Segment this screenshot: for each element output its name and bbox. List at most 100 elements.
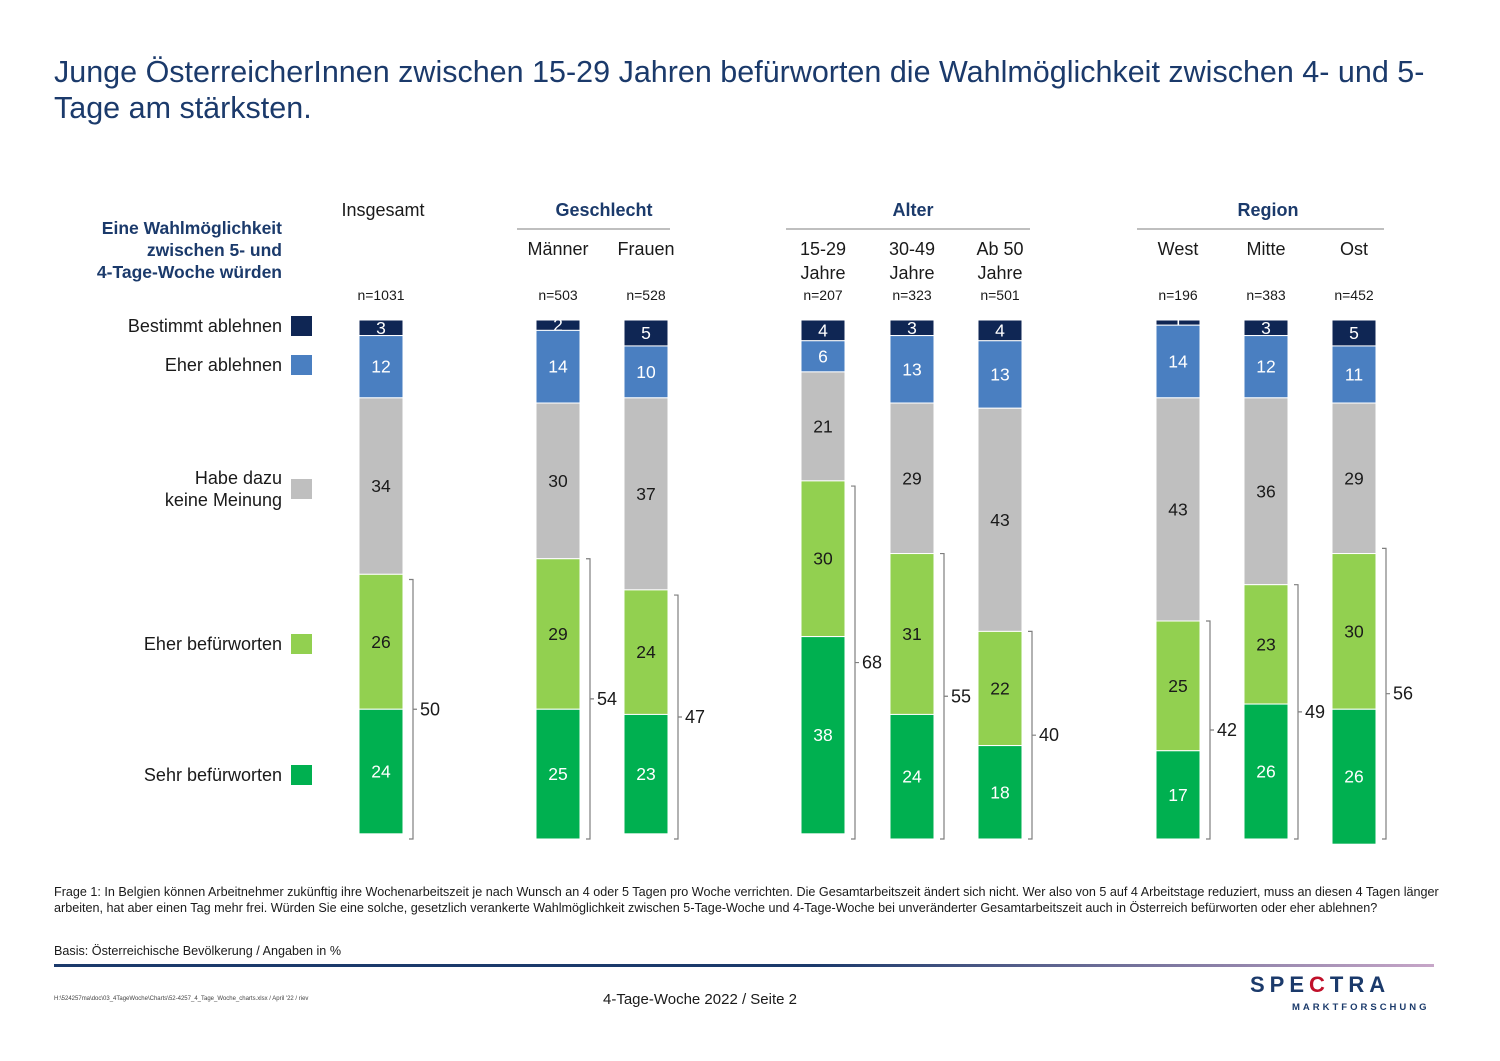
bar-value-label: 24 <box>636 642 656 662</box>
bar-segment <box>1243 584 1289 705</box>
bar-value-label: 38 <box>813 725 832 745</box>
bar-segment <box>889 402 935 555</box>
bar-value-label: 4 <box>995 320 1005 340</box>
question-label-line: Eine Wahlmöglichkeit <box>102 218 282 238</box>
bar-segment <box>1331 708 1377 845</box>
group-header: Alter <box>892 200 933 220</box>
approval-total-label: 54 <box>597 689 617 709</box>
bar-segment <box>800 340 846 373</box>
bar-value-label: 5 <box>1349 323 1359 343</box>
question-label-line: zwischen 5- und <box>147 240 282 260</box>
category-label: Jahre <box>800 263 845 283</box>
bar-value-label: 6 <box>818 346 828 366</box>
bar-value-label: 26 <box>1256 762 1275 782</box>
bar-value-label: 12 <box>1256 357 1275 377</box>
bar-segment <box>358 397 404 575</box>
bar-segment <box>977 340 1023 409</box>
sample-size-label: n=528 <box>626 287 666 303</box>
bar-segment <box>977 630 1023 747</box>
bar-value-label: 10 <box>636 362 656 382</box>
group-header: Geschlecht <box>555 200 652 220</box>
bar-segment <box>1243 335 1289 399</box>
category-label: Insgesamt <box>341 200 424 220</box>
bar-segment <box>535 329 581 404</box>
approval-total-label: 56 <box>1393 684 1413 704</box>
footer: 4-Tage-Woche 2022 / Seite 2 <box>0 991 1500 1008</box>
sample-size-label: n=501 <box>980 287 1020 303</box>
approval-total-label: 49 <box>1305 702 1325 722</box>
bar-value-label: 34 <box>371 476 391 496</box>
category-label: Frauen <box>617 239 674 259</box>
bar-value-label: 24 <box>371 762 391 782</box>
legend-label: Eher ablehnen <box>165 355 282 375</box>
bar-value-label: 37 <box>636 484 655 504</box>
bar-value-label: 30 <box>813 549 833 569</box>
bar-value-label: 26 <box>1344 767 1363 787</box>
bar-segment <box>800 480 846 638</box>
basis-text: Basis: Österreichische Bevölkerung / Ang… <box>54 944 342 958</box>
bar-segment <box>889 553 935 715</box>
bar-value-label: 3 <box>907 318 917 338</box>
approval-total-label: 47 <box>685 707 705 727</box>
sample-size-label: n=323 <box>892 287 932 303</box>
legend-label: Bestimmt ablehnen <box>128 316 282 336</box>
sample-size-label: n=452 <box>1334 287 1374 303</box>
bar-value-label: 18 <box>990 782 1009 802</box>
legend-swatch <box>291 355 312 375</box>
approval-total-label: 50 <box>420 699 440 719</box>
category-label: Männer <box>527 239 588 259</box>
bar-value-label: 21 <box>813 416 832 436</box>
bar-value-label: 26 <box>371 632 390 652</box>
logo-subtitle: MARKTFORSCHUNG <box>1292 1002 1430 1013</box>
bar-value-label: 29 <box>1344 468 1363 488</box>
approval-bracket <box>1382 547 1390 840</box>
bar-segment <box>535 708 581 840</box>
approval-bracket <box>674 594 682 840</box>
bar-value-label: 25 <box>1168 676 1187 696</box>
legend-swatch <box>291 316 312 336</box>
bar-segment <box>1243 397 1289 586</box>
bar-segment <box>1155 750 1201 840</box>
bar-value-label: 11 <box>1345 364 1363 384</box>
category-label: Ost <box>1340 239 1368 259</box>
bar-value-label: 13 <box>990 364 1009 384</box>
legend-label: Habe dazu <box>195 468 282 488</box>
bar-segment <box>623 713 669 835</box>
approval-bracket <box>586 558 594 840</box>
approval-bracket <box>409 578 417 840</box>
approval-bracket <box>851 485 859 840</box>
bar-segment <box>1243 703 1289 840</box>
bar-value-label: 29 <box>902 468 921 488</box>
approval-total-label: 68 <box>862 653 882 673</box>
sample-size-label: n=196 <box>1158 287 1198 303</box>
bar-value-label: 14 <box>1168 352 1188 372</box>
category-label: Mitte <box>1246 239 1285 259</box>
bar-value-label: 25 <box>548 764 567 784</box>
bar-segment <box>1155 620 1201 752</box>
sample-size-label: n=383 <box>1246 287 1286 303</box>
bar-segment <box>623 397 669 591</box>
approval-bracket <box>940 552 948 840</box>
category-label: Jahre <box>977 263 1022 283</box>
bar-value-label: 24 <box>902 767 922 787</box>
group-header: Region <box>1238 200 1299 220</box>
bar-value-label: 36 <box>1256 481 1275 501</box>
bar-segment <box>535 558 581 710</box>
category-label: Jahre <box>889 263 934 283</box>
question-label-line: 4-Tage-Woche würden <box>97 262 282 282</box>
bar-value-label: 43 <box>1168 499 1187 519</box>
approval-bracket <box>1294 584 1302 840</box>
bar-segment <box>623 345 669 399</box>
bar-segment <box>1155 397 1201 622</box>
bar-value-label: 3 <box>376 318 386 338</box>
category-label: West <box>1158 239 1199 259</box>
bar-segment <box>1331 345 1377 404</box>
bar-value-label: 2 <box>553 315 563 335</box>
legend-label: Eher befürworten <box>144 634 282 654</box>
legend-swatch <box>291 634 312 654</box>
bar-segment <box>889 713 935 840</box>
bar-value-label: 1 <box>1173 313 1183 333</box>
approval-total-label: 40 <box>1039 725 1059 745</box>
bar-segment <box>800 636 846 835</box>
